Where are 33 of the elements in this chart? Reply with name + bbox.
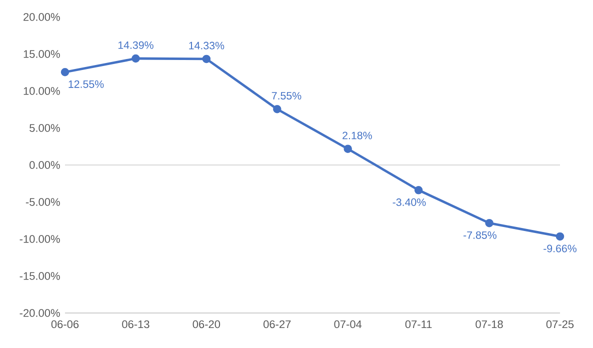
x-tick-label: 06-20 [192, 320, 220, 328]
y-tick-label: -20.00% [20, 309, 60, 317]
x-tick-label: 07-11 [405, 320, 432, 328]
x-tick-label: 06-13 [122, 320, 150, 328]
y-tick-label: 20.00% [24, 13, 60, 21]
data-label: 12.55% [68, 80, 104, 88]
y-tick-label: -15.00% [20, 272, 60, 280]
point [556, 232, 564, 241]
point [132, 54, 140, 63]
y-tick-label: 5.00% [30, 124, 60, 132]
x-tick-label: 06-27 [264, 320, 291, 328]
x-tick-label: 06-06 [51, 320, 79, 328]
y-tick-label: -5.00% [26, 198, 60, 206]
y-tick-label: -10.00% [20, 235, 60, 243]
point [60, 68, 70, 76]
y-tick-label: 10.00% [24, 87, 60, 95]
point [202, 54, 211, 64]
data-label: 2.18% [342, 132, 372, 140]
point [344, 144, 352, 153]
data-label: 14.39% [118, 41, 154, 49]
y-tick-label: 15.00% [24, 50, 60, 58]
data-label: -9.66% [544, 244, 576, 252]
y-tick-label: 0.00% [30, 161, 60, 169]
data-label: -7.85% [464, 231, 496, 239]
x-tick-label: 07-25 [546, 320, 574, 328]
data-label: -3.40% [392, 198, 426, 206]
data-label: 7.55% [272, 92, 302, 100]
point [485, 218, 494, 228]
point [414, 186, 423, 194]
point [273, 104, 282, 114]
data-label: 14.33% [189, 42, 224, 50]
x-tick-label: 07-04 [334, 320, 362, 328]
x-tick-label: 07-18 [476, 320, 503, 328]
